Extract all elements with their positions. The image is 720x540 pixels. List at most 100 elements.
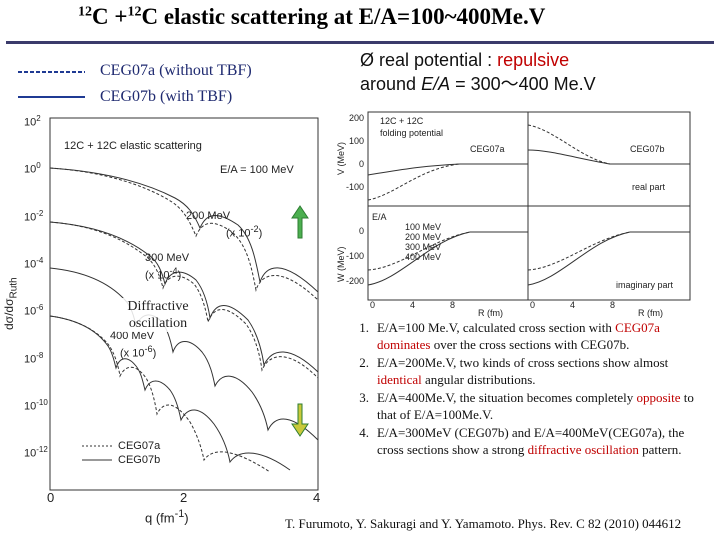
energy-legend: 400 MeV — [405, 252, 442, 262]
plot-text: imaginary part — [616, 280, 674, 290]
x-label-text: q (fm — [145, 510, 175, 526]
energy-legend: 100 MeV — [405, 222, 442, 232]
plot-legend-label: CEG07a — [118, 440, 161, 452]
plot-text: real part — [632, 182, 666, 192]
x-tick-label: 0 — [530, 300, 536, 310]
energy-label: 300 MeV — [145, 252, 190, 264]
y-tick-base: 10 — [24, 305, 37, 318]
title-sup: 12 — [127, 4, 142, 20]
arrow — [291, 205, 309, 239]
plot-text: V (MeV) — [336, 141, 346, 175]
y-tick-exp: -12 — [36, 445, 48, 455]
y-tick-label: 0 — [358, 226, 364, 236]
title-sup: 12 — [78, 4, 92, 20]
x-tick-label: 8 — [450, 300, 456, 310]
y-tick-label: 10-10 — [24, 398, 48, 413]
scale-label: (x 10 — [226, 227, 251, 240]
legend-label: CEG07b (with TBF) — [100, 88, 233, 105]
y-tick-label: 10-6 — [24, 303, 43, 318]
note-part: identical — [377, 371, 422, 387]
scale-sup: -2 — [250, 224, 259, 234]
y-tick-exp: -6 — [36, 303, 44, 313]
scale-sup: -4 — [169, 266, 178, 276]
x-label-text: ) — [184, 510, 189, 526]
title-text: C elastic scattering at E/A=100~400Me.V — [141, 4, 546, 29]
note-part: to that of E/A=100Me.V. — [377, 390, 694, 422]
scale-label: ) — [152, 347, 157, 360]
legend-label: CEG07a (without TBF) — [100, 62, 252, 79]
callout: Diffractive oscillation — [118, 298, 198, 332]
note-part: E/A=200Me.V, two kinds of cross sections… — [377, 355, 669, 370]
x-tick-label: 0 — [47, 490, 55, 505]
title-rule — [6, 41, 714, 44]
bullet-text: = 300～400 Me.V — [450, 74, 596, 94]
note-part: opposite — [636, 390, 681, 405]
note-part: pattern. — [638, 441, 682, 457]
y-tick-base: 10 — [24, 400, 37, 413]
citation: T. Furumoto, Y. Sakuragi and Y. Yamamoto… — [285, 516, 682, 531]
scale-label: ) — [177, 269, 182, 282]
bullet: Ø real potential : repulsive around E/A … — [360, 50, 596, 94]
x-tick-label: 4 — [313, 490, 321, 505]
potential-curves — [367, 124, 690, 286]
y-tick-label: 10-4 — [24, 256, 43, 271]
energy-label: E/A = 100 MeV — [220, 164, 294, 176]
note-part: E/A=300MeV (CEG07b) and E/A=400MeV(CEG07… — [377, 425, 685, 457]
y-tick-label: 0 — [358, 159, 364, 169]
note-number: 1. — [359, 320, 369, 335]
note-part: E/A=400Me.V, the situation becomes compl… — [377, 390, 637, 405]
plot-text: W (MeV) — [336, 246, 346, 283]
y-tick-label: 102 — [24, 114, 41, 129]
note: 4. E/A=300MeV (CEG07b) and E/A=400MeV(CEG… — [335, 425, 705, 458]
x-tick-label: 2 — [180, 490, 188, 505]
note-part: over the cross sections with CEG07b. — [430, 336, 630, 352]
y-tick-label: 200 — [348, 113, 364, 123]
notes: 1. E/A=100 Me.V, calculated cross section… — [335, 320, 705, 460]
y-tick-exp: -4 — [36, 255, 44, 265]
bullet-text: real potential : — [379, 50, 498, 70]
bullet-text: around — [360, 74, 422, 94]
y-tick-label: 10-2 — [24, 209, 43, 224]
note-text: E/A=300MeV (CEG07b) and E/A=400MeV(CEG07… — [377, 425, 705, 458]
y-tick-base: 10 — [24, 258, 37, 271]
bullet-highlight: repulsive — [497, 50, 570, 70]
y-tick-exp: -8 — [36, 350, 44, 360]
y-tick-exp: 0 — [36, 161, 41, 171]
note-text: E/A=100 Me.V, calculated cross section w… — [377, 320, 705, 353]
x-tick-label: 0 — [370, 300, 376, 310]
scale-label: ) — [258, 227, 263, 240]
y-tick-exp: -10 — [36, 397, 48, 407]
note-number: 4. — [359, 425, 369, 440]
plot-heading: 12C + 12C elastic scattering — [64, 140, 202, 152]
plot-text: folding potential — [380, 128, 444, 138]
note-number: 2. — [359, 355, 369, 370]
scale-label: (x 10 — [120, 347, 145, 360]
note: 3. E/A=400Me.V, the situation becomes com… — [335, 390, 705, 423]
x-axis-label: q (fm-1) — [145, 508, 189, 525]
note-number: 3. — [359, 390, 369, 405]
note-part: CEG07a dominates — [377, 320, 660, 352]
y-tick-base: 10 — [24, 116, 37, 129]
scale-label: (x 10 — [145, 269, 170, 282]
y-label-text: dσ/dσ — [2, 298, 16, 331]
note-text: E/A=400Me.V, the situation becomes compl… — [377, 390, 705, 423]
y-tick-label: -200 — [345, 276, 364, 286]
y-tick-base: 10 — [24, 353, 37, 366]
x-tick-label: 8 — [610, 300, 616, 310]
y-tick-label: 100 — [348, 136, 364, 146]
bullet-text: E/A — [421, 74, 451, 94]
slide-title: 12C +12C elastic scattering at E/A=100~4… — [78, 4, 545, 30]
note-text: E/A=200Me.V, two kinds of cross sections… — [377, 355, 705, 388]
x-tick-label: 4 — [410, 300, 416, 310]
y-tick-label: 10-8 — [24, 351, 43, 366]
y-tick-exp: 2 — [36, 114, 41, 123]
note: 1. E/A=100 Me.V, calculated cross section… — [335, 320, 705, 353]
y-tick-label: 100 — [24, 161, 41, 176]
y-tick-label: -100 — [345, 251, 364, 261]
arrow — [291, 403, 309, 437]
x-axis-label: R (fm) — [478, 308, 503, 318]
y-tick-base: 10 — [24, 447, 37, 460]
energy-label: 400 MeV — [110, 330, 155, 342]
plot-text: CEG07b — [630, 144, 665, 154]
y-label-sub: Ruth — [8, 277, 20, 299]
